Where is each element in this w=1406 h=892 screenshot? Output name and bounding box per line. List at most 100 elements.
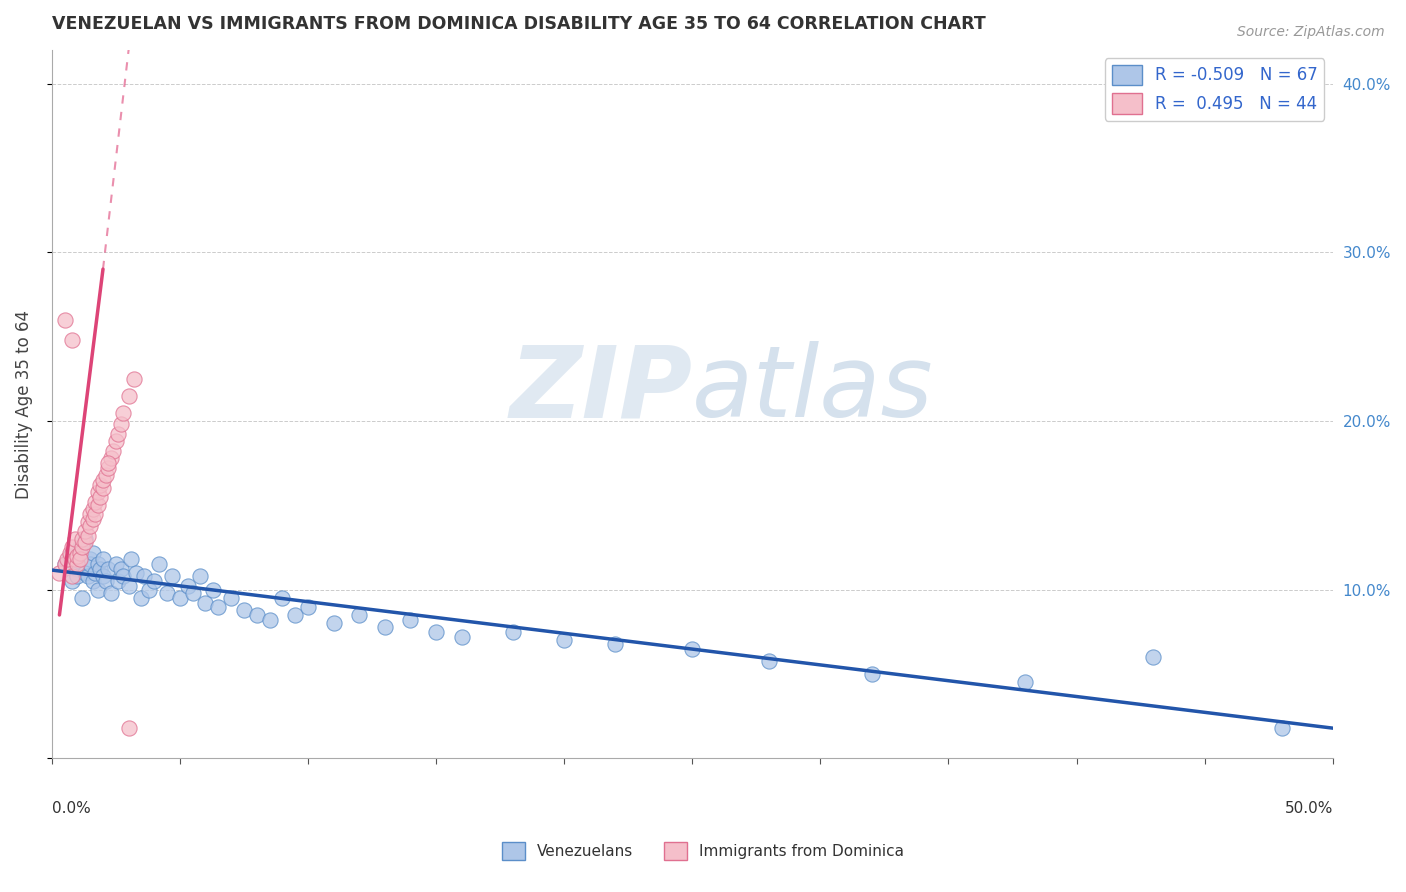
Point <box>143 574 166 589</box>
Point <box>502 624 524 639</box>
Point <box>284 607 307 622</box>
Point <box>73 535 96 549</box>
Point <box>89 490 111 504</box>
Point <box>347 607 370 622</box>
Point <box>271 591 294 606</box>
Y-axis label: Disability Age 35 to 64: Disability Age 35 to 64 <box>15 310 32 499</box>
Point <box>84 495 107 509</box>
Point <box>66 562 89 576</box>
Point <box>82 512 104 526</box>
Point <box>56 552 79 566</box>
Point <box>53 558 76 572</box>
Text: 0.0%: 0.0% <box>52 801 90 816</box>
Point <box>131 591 153 606</box>
Point <box>91 473 114 487</box>
Point <box>107 427 129 442</box>
Point <box>374 620 396 634</box>
Point <box>84 566 107 580</box>
Point <box>112 405 135 419</box>
Point <box>100 586 122 600</box>
Point <box>107 574 129 589</box>
Point <box>79 507 101 521</box>
Point <box>82 501 104 516</box>
Point <box>66 558 89 572</box>
Point <box>1270 721 1292 735</box>
Point <box>758 653 780 667</box>
Legend: R = -0.509   N = 67, R =  0.495   N = 44: R = -0.509 N = 67, R = 0.495 N = 44 <box>1105 58 1324 120</box>
Point <box>100 451 122 466</box>
Point <box>202 582 225 597</box>
Point <box>104 558 127 572</box>
Point <box>73 566 96 580</box>
Point <box>60 541 83 555</box>
Point <box>148 558 170 572</box>
Point <box>97 461 120 475</box>
Point <box>160 569 183 583</box>
Point <box>69 545 91 559</box>
Point <box>232 603 254 617</box>
Point <box>110 562 132 576</box>
Point <box>60 574 83 589</box>
Point <box>79 552 101 566</box>
Point <box>76 529 98 543</box>
Point <box>1142 650 1164 665</box>
Point <box>66 549 89 563</box>
Point <box>246 607 269 622</box>
Point <box>66 569 89 583</box>
Point <box>399 613 422 627</box>
Point <box>94 467 117 482</box>
Point <box>117 389 139 403</box>
Point <box>69 552 91 566</box>
Point <box>322 616 344 631</box>
Point <box>53 312 76 326</box>
Point <box>59 549 82 563</box>
Point <box>176 579 198 593</box>
Point <box>94 574 117 589</box>
Point <box>605 637 627 651</box>
Point <box>89 562 111 576</box>
Point <box>79 558 101 572</box>
Point <box>122 372 145 386</box>
Point <box>553 633 575 648</box>
Point <box>69 541 91 555</box>
Point <box>117 579 139 593</box>
Point <box>91 482 114 496</box>
Text: ZIP: ZIP <box>509 342 692 439</box>
Point <box>53 558 76 572</box>
Point <box>48 566 70 580</box>
Point <box>156 586 179 600</box>
Point <box>297 599 319 614</box>
Legend: Venezuelans, Immigrants from Dominica: Venezuelans, Immigrants from Dominica <box>496 836 910 866</box>
Point <box>450 630 472 644</box>
Point <box>82 574 104 589</box>
Point <box>60 569 83 583</box>
Point <box>125 566 148 580</box>
Point <box>169 591 191 606</box>
Text: 50.0%: 50.0% <box>1285 801 1333 816</box>
Point <box>117 721 139 735</box>
Point <box>79 518 101 533</box>
Point <box>72 532 94 546</box>
Point <box>91 552 114 566</box>
Point <box>84 507 107 521</box>
Point <box>259 613 281 627</box>
Point <box>110 417 132 432</box>
Point <box>97 562 120 576</box>
Point <box>860 667 883 681</box>
Point <box>82 545 104 559</box>
Point <box>97 456 120 470</box>
Point <box>207 599 229 614</box>
Point <box>219 591 242 606</box>
Point <box>63 552 86 566</box>
Point <box>73 524 96 538</box>
Point <box>63 552 86 566</box>
Point <box>63 532 86 546</box>
Point <box>87 484 110 499</box>
Point <box>73 532 96 546</box>
Point <box>72 541 94 555</box>
Point <box>120 552 142 566</box>
Point <box>60 333 83 347</box>
Point <box>138 582 160 597</box>
Point <box>87 558 110 572</box>
Point <box>681 641 703 656</box>
